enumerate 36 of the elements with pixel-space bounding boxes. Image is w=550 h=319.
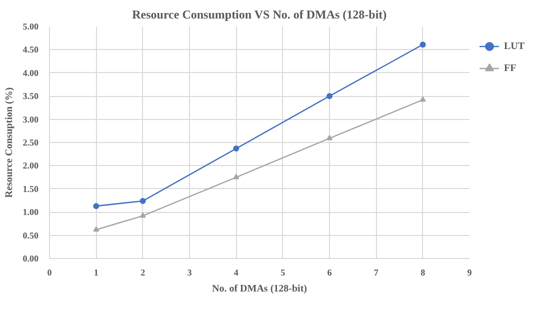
x-tick-label: 0 [47,268,52,278]
point [93,226,100,232]
point [233,146,240,152]
y-tick-label: 2.00 [22,160,39,171]
y-tick-label: 0.50 [22,230,39,240]
legend-label: LUT [504,40,525,52]
x-tick-label: 3 [187,268,192,278]
legend-label: FF [504,62,518,74]
x-tick-label: 7 [374,268,379,278]
y-tick-label: 1.50 [22,184,39,194]
point [326,134,332,140]
x-tick-label: 9 [467,268,472,278]
x-tick-label: 4 [234,268,239,278]
point [420,96,426,102]
point [140,212,146,218]
point [93,203,100,210]
y-axis-title: Resource Consuption (%) [4,87,15,198]
x-tick-label: 6 [327,268,332,278]
y-tick-label: 3.00 [22,114,39,124]
y-tick-label: 3.50 [22,91,39,102]
chart-title: Resource Consumption VS No. of DMAs (128-bit) [132,8,387,22]
x-tick-label: 1 [94,268,99,278]
x-axis-title: No. of DMAs (128-bit) [212,284,308,294]
point [140,198,146,204]
y-tick-label: 0.00 [22,254,39,264]
y-tick-label: 4.50 [22,44,39,55]
point [420,42,426,48]
x-tick-label: 2 [140,268,146,278]
point [326,93,332,100]
y-tick-label: 5.00 [22,22,39,32]
y-tick-label: 4.00 [22,68,39,78]
y-tick-label: 1.00 [22,207,39,218]
y-tick-label: 2.50 [22,138,39,148]
x-tick-label: 5 [280,268,286,278]
x-tick-label: 8 [420,268,426,278]
point [233,174,240,180]
